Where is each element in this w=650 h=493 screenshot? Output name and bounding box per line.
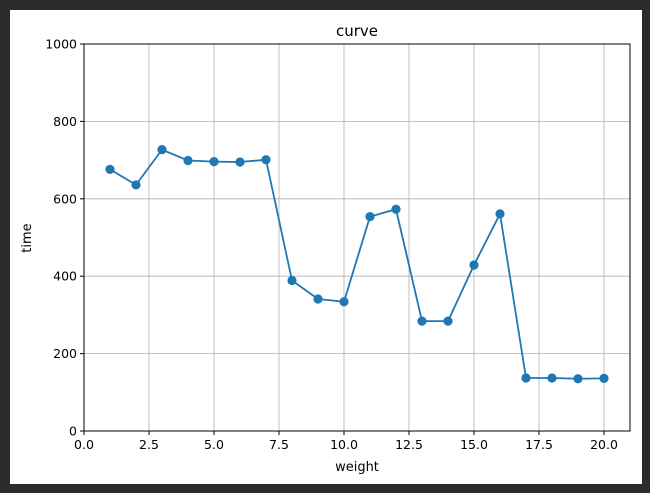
data-point (313, 294, 323, 304)
y-tick-label: 0 (69, 424, 77, 439)
x-tick-label: 5.0 (204, 437, 224, 452)
x-tick-label: 17.5 (525, 437, 553, 452)
y-tick-label: 200 (53, 346, 77, 361)
data-point (183, 155, 193, 166)
data-point (157, 145, 167, 155)
x-tick-label: 15.0 (460, 437, 488, 452)
data-point (131, 180, 141, 190)
plot-frame (83, 43, 631, 432)
data-point (599, 373, 609, 383)
data-point (495, 209, 505, 219)
data-point (391, 204, 401, 214)
chart-title: curve (336, 22, 378, 40)
x-tick-label: 0.0 (74, 437, 94, 452)
x-tick-label: 10.0 (330, 437, 358, 452)
series-line (109, 148, 605, 380)
data-point (261, 155, 271, 165)
x-axis-title: weight (335, 460, 379, 475)
x-tick-label: 12.5 (395, 437, 423, 452)
grid-lines (83, 43, 630, 432)
data-point (339, 297, 349, 307)
x-tick-label: 20.0 (590, 437, 618, 452)
y-tick-label: 400 (53, 269, 77, 284)
data-point (235, 157, 245, 167)
line-chart: 0.0 2.5 5.0 7.5 10.0 12.5 15.0 17.5 20.0 0 200 400 6… (20, 22, 631, 475)
axis-ticks: 0.0 2.5 5.0 7.5 10.0 12.5 15.0 17.5 20.0 0 200 400 6… (45, 37, 618, 453)
data-point (573, 374, 583, 384)
data-point (443, 316, 453, 326)
x-tick-label: 2.5 (139, 437, 159, 452)
y-axis-title: time (20, 223, 35, 252)
y-tick-label: 1000 (45, 37, 77, 52)
data-point (547, 373, 557, 383)
data-point (365, 212, 375, 222)
x-tick-label: 7.5 (269, 437, 289, 452)
data-point (287, 275, 297, 286)
data-point (209, 157, 219, 167)
data-point (521, 373, 531, 383)
series-layer (105, 145, 609, 384)
y-tick-label: 600 (53, 191, 77, 206)
chart-figure: 0.0 2.5 5.0 7.5 10.0 12.5 15.0 17.5 20.0 0 200 400 6… (10, 10, 642, 484)
data-point (417, 316, 427, 326)
data-point (105, 164, 115, 174)
y-tick-label: 800 (53, 114, 77, 129)
data-point (469, 260, 479, 270)
